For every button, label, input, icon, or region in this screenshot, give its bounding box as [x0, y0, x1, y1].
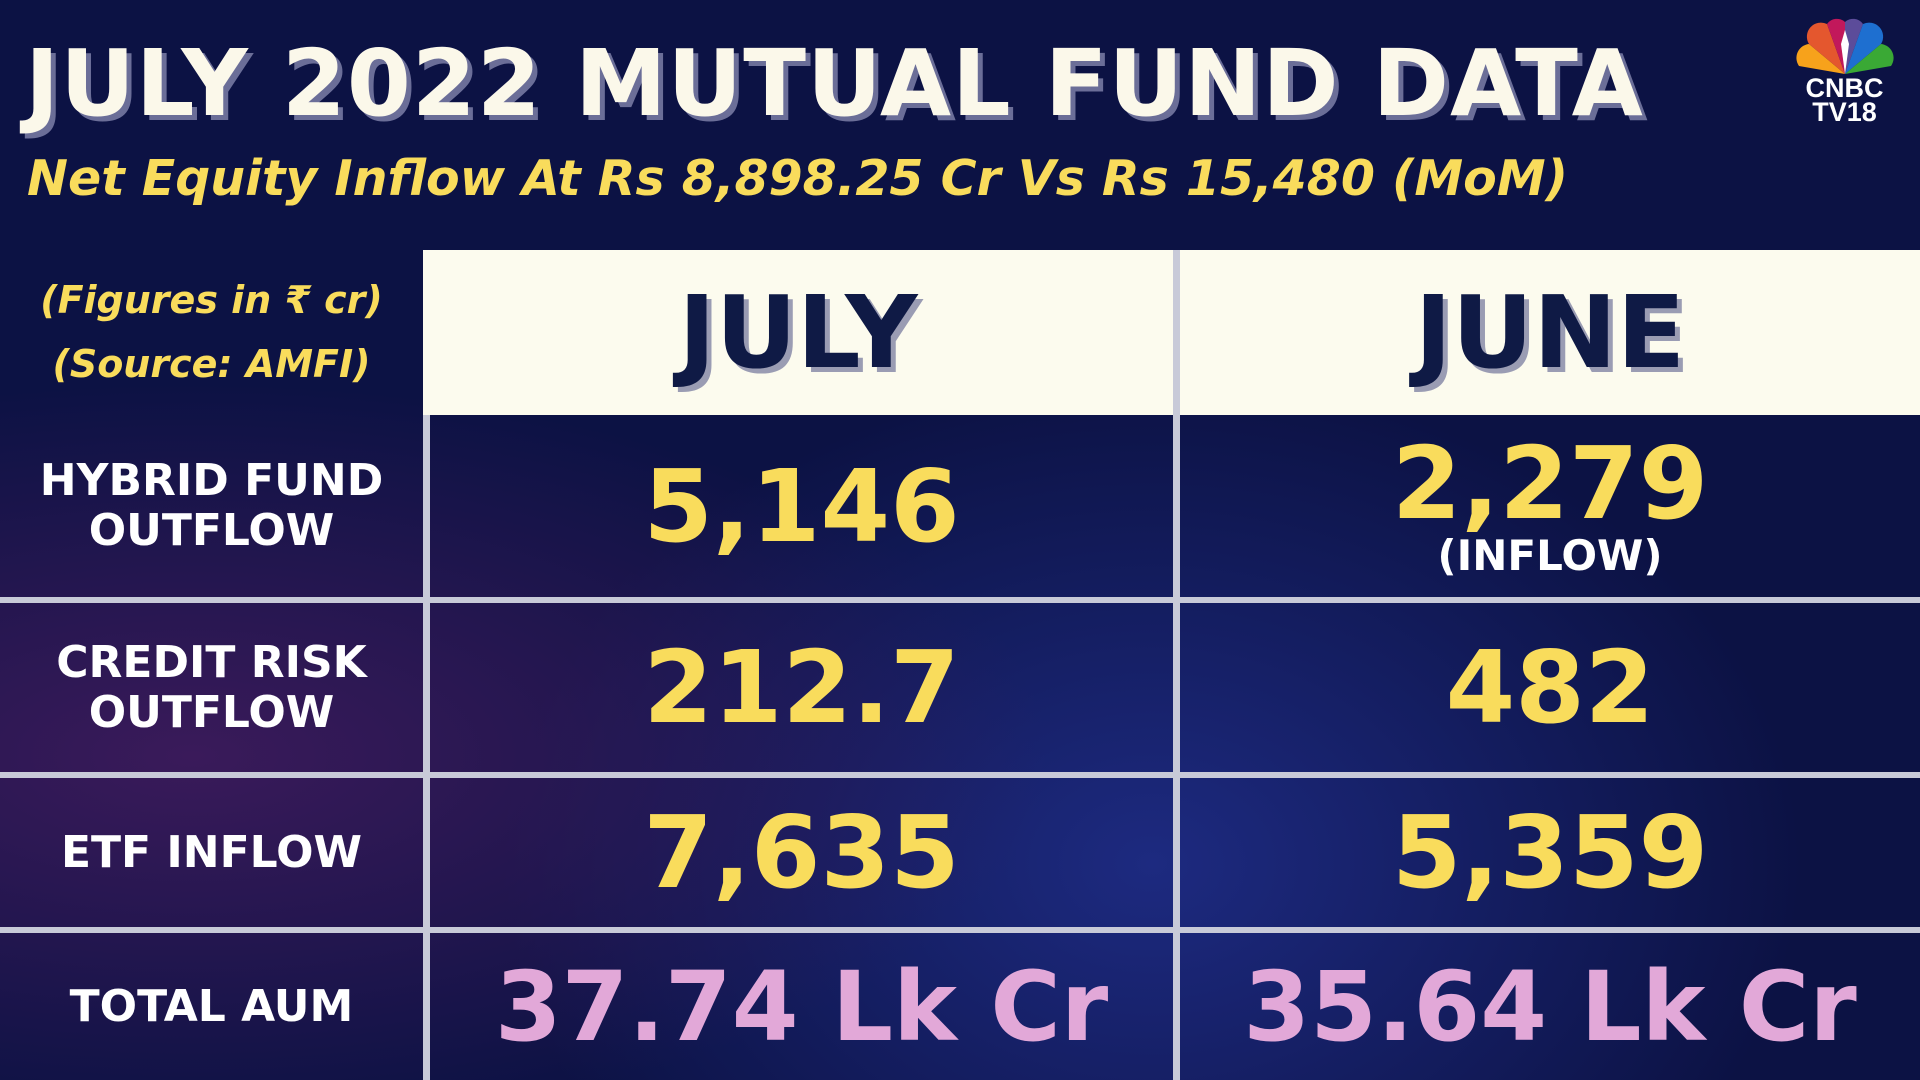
logo-text-tv18: TV18 — [1812, 97, 1877, 127]
cell-credit-june: 482 — [1445, 629, 1655, 746]
peacock-icon — [1795, 18, 1894, 74]
cell-hybrid-june: 2,279 (INFLOW) — [1180, 415, 1920, 597]
row-label-hybrid: HYBRID FUND OUTFLOW — [39, 455, 384, 556]
cnbc-tv18-logo: CNBC TV18 — [1782, 14, 1907, 127]
grid-line — [0, 772, 1920, 778]
cell-aum-july: 37.74 Lk Cr — [494, 950, 1109, 1063]
grid-line — [0, 597, 1920, 603]
cell-etf-june: 5,359 — [1391, 794, 1709, 911]
cell-hybrid-july: 5,146 — [430, 415, 1173, 597]
column-header-july: JULY — [423, 250, 1173, 415]
cell-etf-july: 7,635 — [643, 794, 960, 911]
grid-line — [423, 415, 430, 1080]
grid-line — [1173, 250, 1180, 1080]
grid-line — [0, 927, 1920, 933]
subtitle: Net Equity Inflow At Rs 8,898.25 Cr Vs R… — [27, 150, 1568, 207]
value: 2,279 — [1391, 425, 1709, 542]
figures-note: (Figures in ₹ cr) — [40, 278, 383, 322]
row-label-etf: ETF INFLOW — [60, 826, 363, 878]
column-header-june: JUNE — [1180, 250, 1920, 415]
logo-text-cnbc: CNBC — [1805, 73, 1884, 103]
inflow-note: (INFLOW) — [1437, 531, 1663, 580]
row-label-credit-risk: CREDIT RISK OUTFLOW — [56, 636, 367, 738]
cell-aum-june: 35.64 Lk Cr — [1243, 950, 1857, 1063]
page-title: JULY 2022 MUTUAL FUND DATA — [25, 30, 1644, 137]
row-label-aum: TOTAL AUM — [69, 980, 354, 1032]
cell-credit-july: 212.7 — [643, 629, 960, 746]
source-note: (Source: AMFI) — [52, 342, 371, 386]
value: 5,146 — [643, 447, 960, 565]
